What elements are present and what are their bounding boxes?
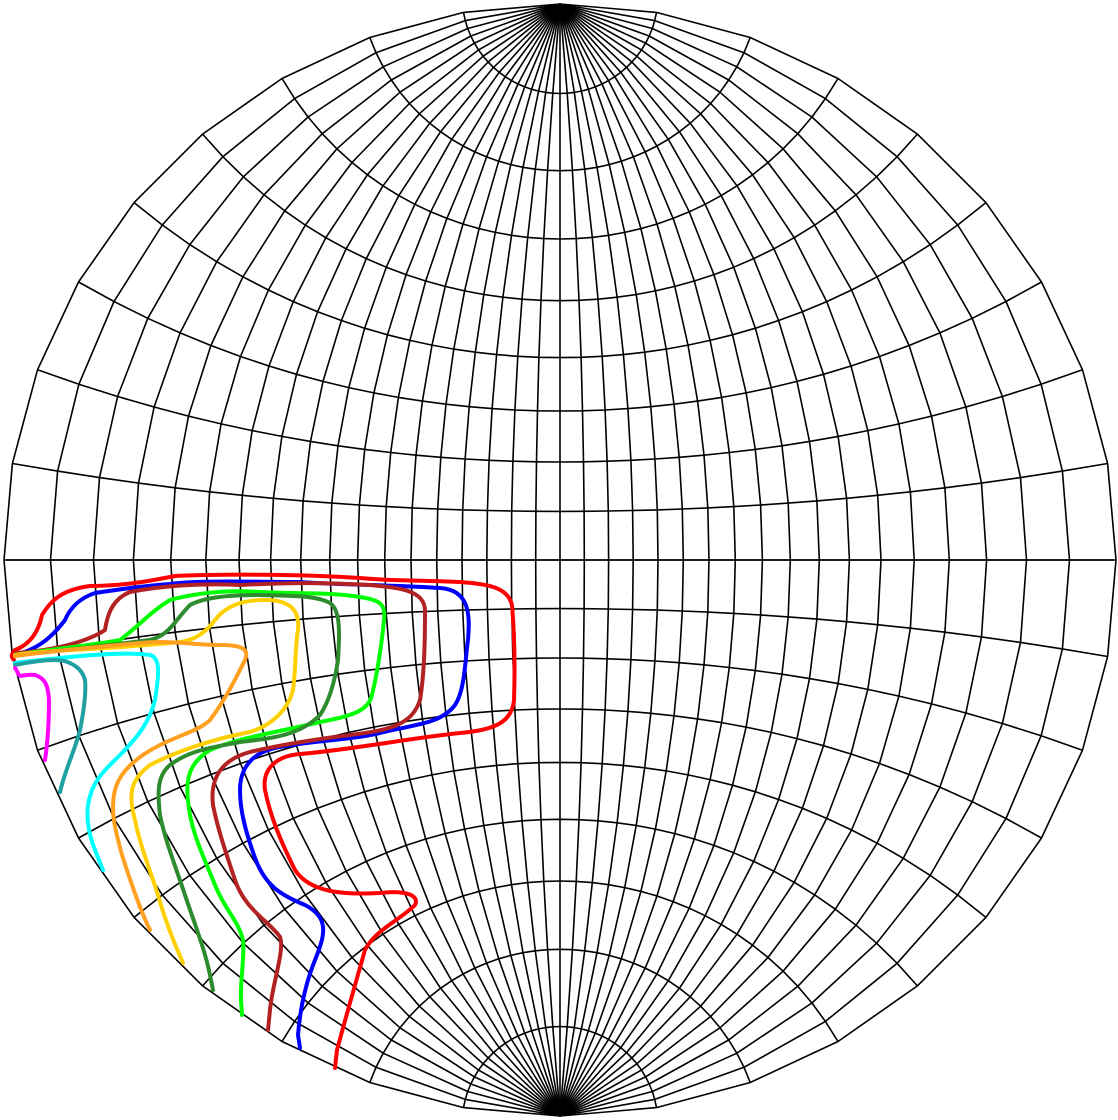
parallel-line — [12, 462, 1108, 513]
parallel-line — [133, 201, 987, 359]
parallel-line — [133, 761, 987, 919]
parallel-line — [462, 12, 658, 95]
red-trace — [9, 572, 517, 1070]
dark-green-trace — [13, 593, 341, 992]
parallel-line — [462, 1025, 658, 1108]
blue-trace — [13, 579, 471, 1050]
parallel-line — [369, 948, 751, 1083]
magenta-trace — [13, 666, 51, 762]
cyan-trace — [13, 651, 161, 872]
teal-trace — [13, 658, 88, 794]
parallel-line — [78, 708, 1042, 839]
parallel-line — [202, 818, 918, 987]
parallel-line — [369, 37, 751, 172]
parallel-line — [12, 607, 1108, 658]
gold-trace — [13, 598, 301, 965]
orange-trace — [13, 640, 249, 932]
grid — [3, 3, 1117, 1117]
green-trace — [13, 589, 387, 1017]
parallel-line — [37, 369, 1083, 463]
parallel-line — [37, 657, 1083, 751]
parallel-line — [202, 133, 918, 302]
parallel-line — [281, 78, 839, 240]
trace-curves — [9, 572, 517, 1070]
brown-trace — [13, 581, 427, 1032]
parallel-line — [78, 281, 1042, 412]
